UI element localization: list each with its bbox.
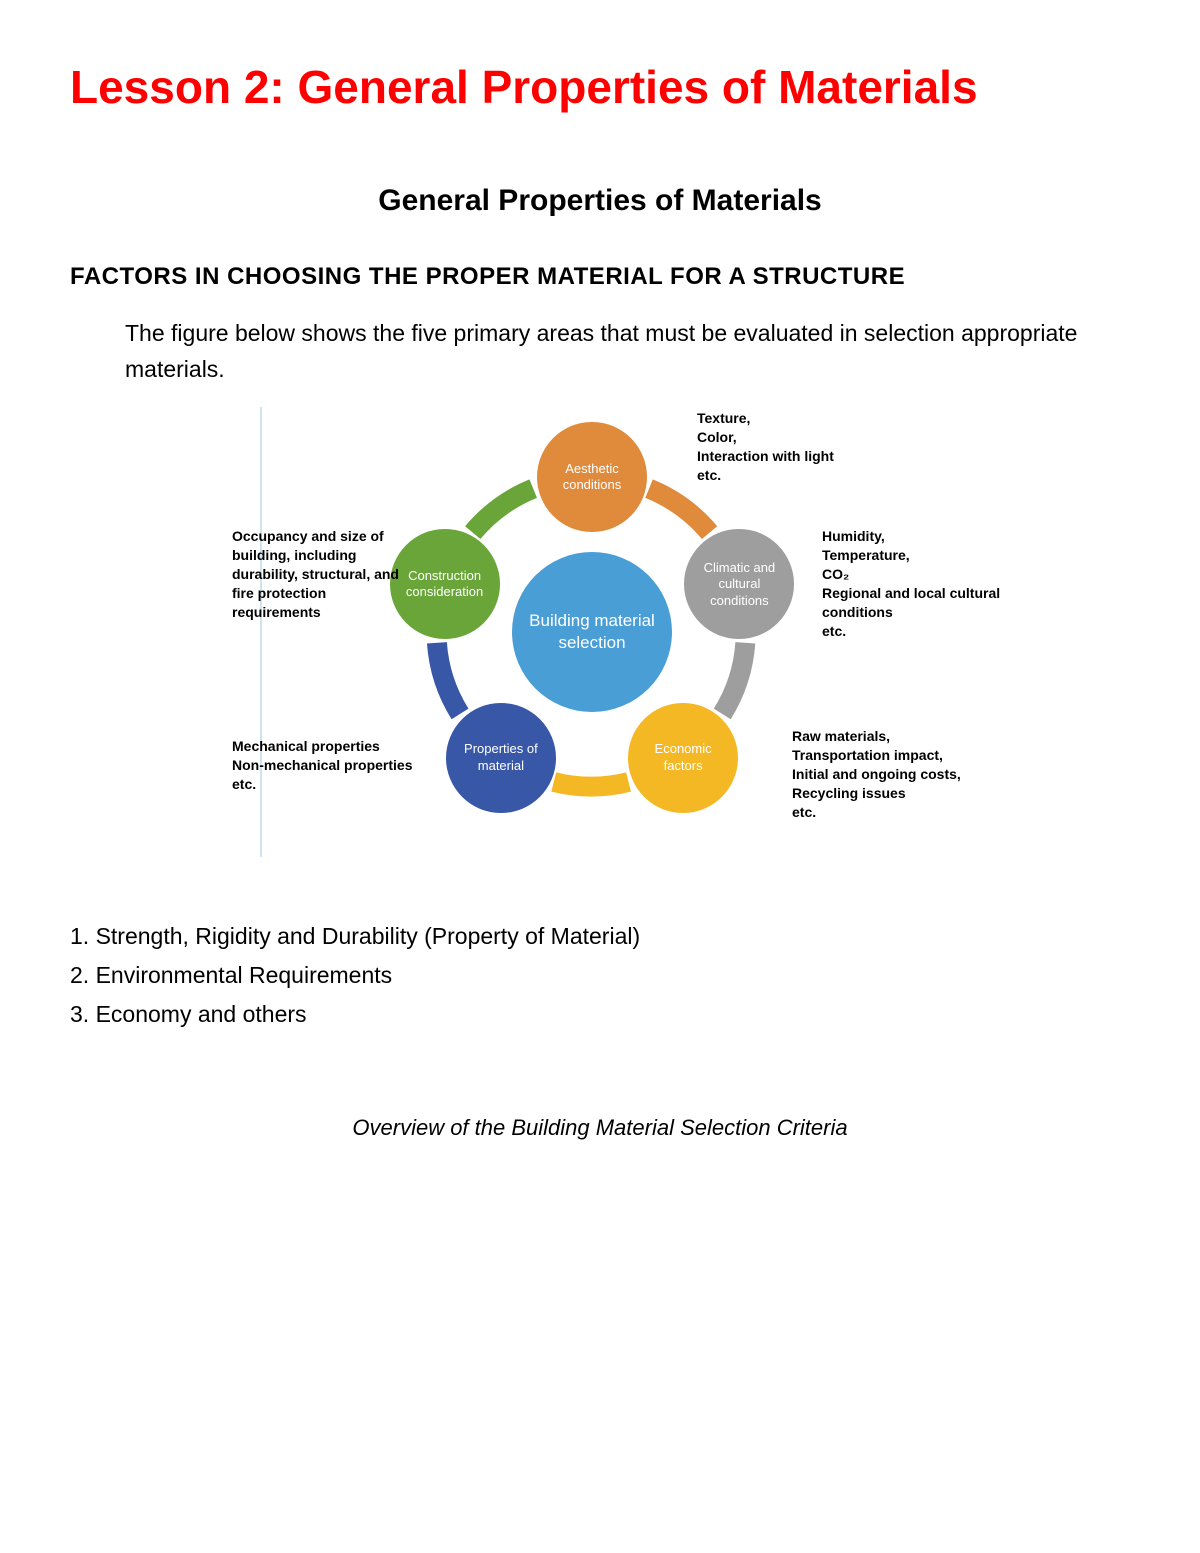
diagram-node-climatic: Climatic and cultural conditions xyxy=(684,529,794,639)
page-subtitle: General Properties of Materials xyxy=(70,184,1130,218)
list-item: 2. Environmental Requirements xyxy=(70,956,1130,995)
lesson-title: Lesson 2: General Properties of Material… xyxy=(70,60,1130,114)
list-item: 1. Strength, Rigidity and Durability (Pr… xyxy=(70,917,1130,956)
diagram-node-aesthetic: Aesthetic conditions xyxy=(537,422,647,532)
diagram-node-properties: Properties of material xyxy=(446,703,556,813)
diagram-annot-properties: Mechanical properties Non-mechanical pro… xyxy=(232,737,442,794)
section-heading: FACTORS IN CHOOSING THE PROPER MATERIAL … xyxy=(70,263,1130,291)
document-page: Lesson 2: General Properties of Material… xyxy=(0,0,1200,1553)
arc-segment xyxy=(722,643,745,714)
arc-segment xyxy=(437,643,460,714)
arc-segment xyxy=(649,489,710,533)
factors-list: 1. Strength, Rigidity and Durability (Pr… xyxy=(70,917,1130,1034)
diagram-annot-aesthetic: Texture, Color, Interaction with light e… xyxy=(697,409,897,485)
arc-segment xyxy=(554,782,629,787)
diagram-center: Building material selection xyxy=(512,552,672,712)
diagram-annot-economic: Raw materials, Transportation impact, In… xyxy=(792,727,1002,821)
list-item: 3. Economy and others xyxy=(70,995,1130,1034)
arc-segment xyxy=(473,489,534,533)
diagram-node-economic: Economic factors xyxy=(628,703,738,813)
figure-caption: Overview of the Building Material Select… xyxy=(70,1115,1130,1141)
selection-diagram: Building material selection Aesthetic con… xyxy=(260,407,1020,857)
intro-paragraph: The figure below shows the five primary … xyxy=(125,316,1130,387)
diagram-annot-construction: Occupancy and size of building, includin… xyxy=(232,527,407,621)
diagram-annot-climatic: Humidity, Temperature, CO₂ Regional and … xyxy=(822,527,1007,640)
